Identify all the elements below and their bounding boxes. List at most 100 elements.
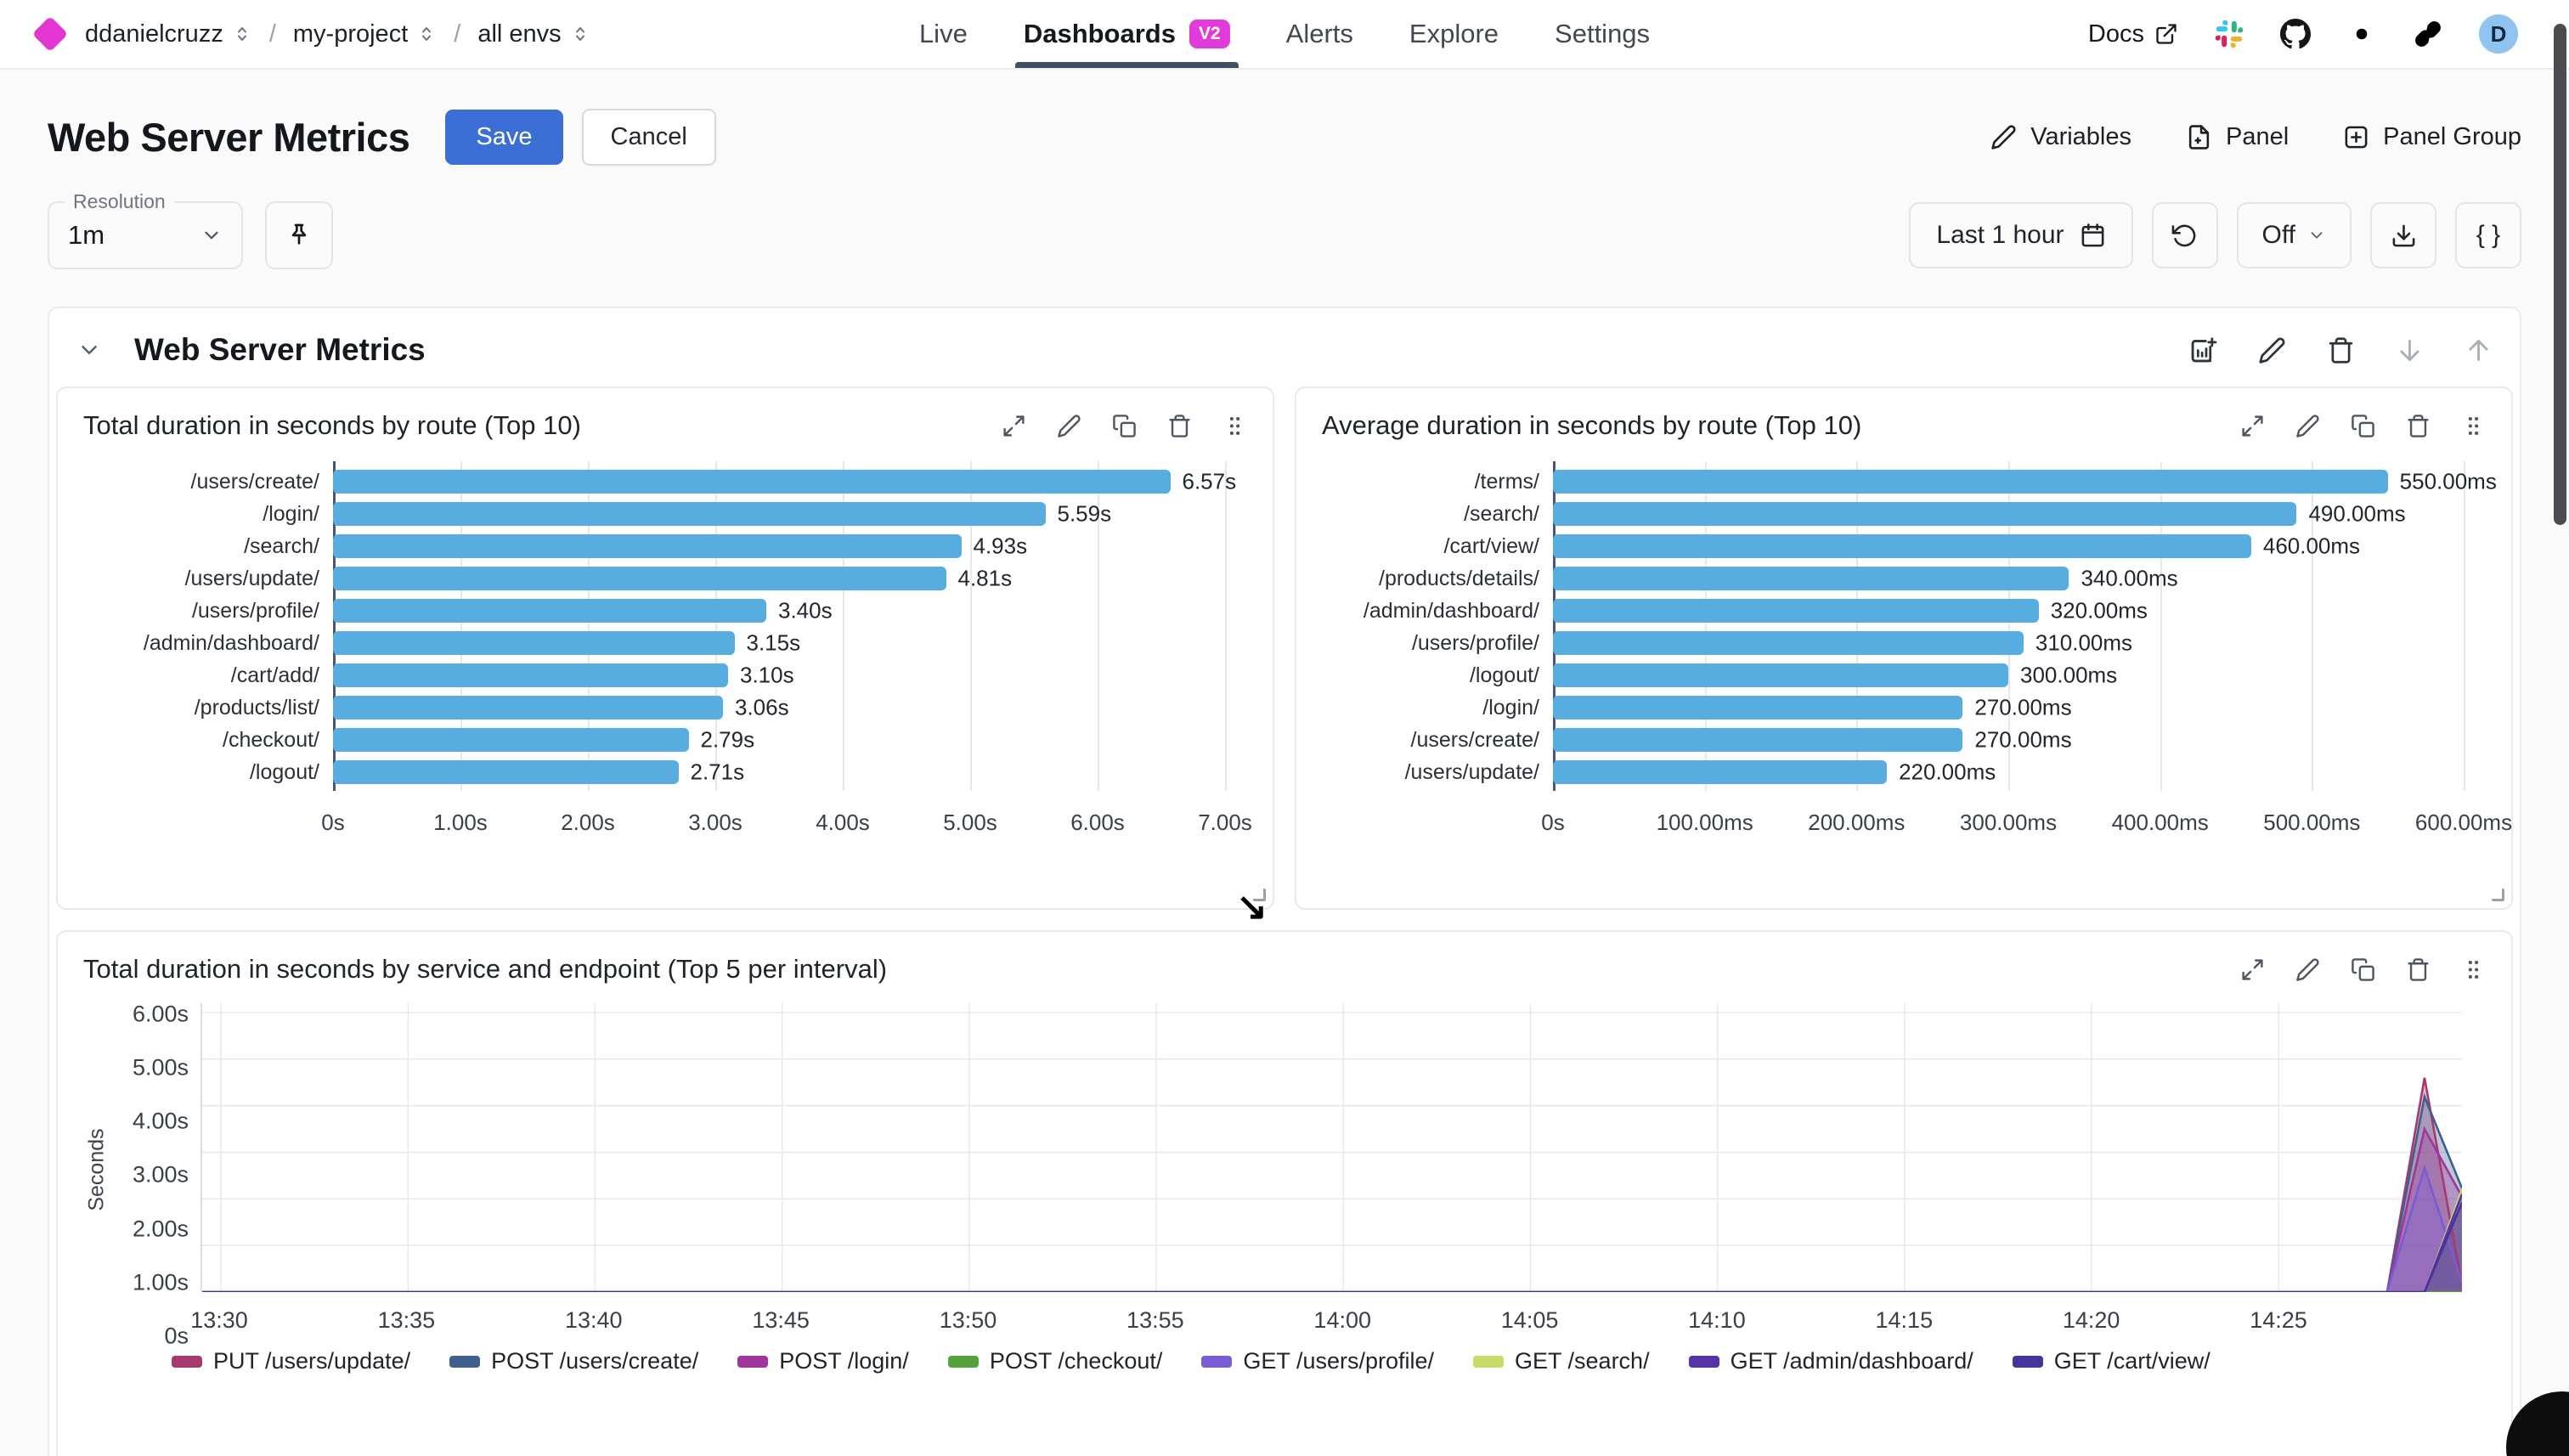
x-tick-label: 0s: [1541, 810, 1565, 835]
collapse-chevron-icon[interactable]: [76, 337, 102, 363]
page-scrollbar-thumb[interactable]: [2554, 24, 2566, 525]
legend-label: POST /users/create/: [491, 1348, 699, 1374]
breadcrumb-separator: /: [268, 20, 276, 48]
bar[interactable]: [1553, 567, 2069, 590]
download-button[interactable]: [2370, 202, 2436, 268]
copy-panel-icon[interactable]: [2351, 414, 2375, 438]
bar[interactable]: [1553, 760, 1888, 784]
edit-panel-icon[interactable]: [2295, 414, 2320, 438]
panel-actions: [2240, 414, 2486, 438]
expand-icon[interactable]: [2240, 414, 2265, 438]
x-tick-label: 13:45: [752, 1307, 810, 1333]
bar[interactable]: [333, 599, 766, 623]
bar[interactable]: [333, 760, 679, 784]
gridline: [843, 461, 844, 791]
copy-panel-icon[interactable]: [1112, 414, 1137, 438]
theme-sun-icon[interactable]: [2346, 19, 2377, 49]
y-axis-ticks: 6.00s 5.00s 4.00s 3.00s 2.00s 1.00s 0s: [116, 1001, 200, 1348]
chart-area: /terms/550.00ms/search/490.00ms/cart/vie…: [1325, 461, 2497, 791]
bar[interactable]: [1553, 631, 2024, 655]
bar-value-label: 270.00ms: [1974, 694, 2072, 720]
legend-item[interactable]: POST /checkout/: [947, 1348, 1163, 1374]
add-panel-button[interactable]: Panel: [2186, 123, 2289, 151]
legend-item[interactable]: POST /users/create/: [449, 1348, 698, 1374]
bar[interactable]: [333, 470, 1171, 494]
drag-handle-icon[interactable]: [2461, 414, 2486, 438]
delete-section-icon[interactable]: [2327, 336, 2355, 364]
drag-handle-icon[interactable]: [1222, 414, 1247, 438]
chevron-down-icon: [205, 231, 218, 240]
legend-item[interactable]: GET /users/profile/: [1201, 1348, 1434, 1374]
slack-icon[interactable]: [2214, 19, 2244, 49]
bar[interactable]: [333, 631, 735, 655]
bar-value-label: 340.00ms: [2081, 565, 2178, 591]
refresh-button[interactable]: [2151, 202, 2218, 268]
breadcrumb-project-selector[interactable]: my-project: [293, 20, 437, 48]
user-avatar[interactable]: D: [2479, 14, 2518, 54]
bar[interactable]: [1553, 599, 2039, 623]
nav-tab-settings[interactable]: Settings: [1555, 0, 1650, 68]
json-braces-button[interactable]: { }: [2455, 202, 2521, 268]
breadcrumb-org-selector[interactable]: ddanielcruzz: [85, 20, 252, 48]
github-icon[interactable]: [2280, 19, 2311, 49]
bar[interactable]: [333, 663, 728, 687]
move-down-icon[interactable]: [2396, 336, 2424, 364]
bar[interactable]: [333, 567, 946, 590]
nav-tab-live[interactable]: Live: [919, 0, 968, 68]
bar-value-label: 2.71s: [690, 759, 745, 785]
refresh-icon: [2171, 224, 2196, 246]
panel-resize-handle[interactable]: [1253, 889, 1266, 901]
add-panel-group-button[interactable]: Panel Group: [2343, 123, 2521, 151]
delete-panel-icon[interactable]: [2406, 414, 2431, 438]
auto-refresh-select[interactable]: Off: [2236, 202, 2352, 268]
edit-section-icon[interactable]: [2258, 336, 2286, 364]
share-link-icon[interactable]: [2413, 19, 2443, 49]
resolution-select[interactable]: Resolution 1m: [48, 190, 243, 269]
bar[interactable]: [1553, 470, 2388, 494]
app-logo-icon[interactable]: [31, 15, 69, 53]
bar[interactable]: [333, 728, 689, 752]
expand-icon[interactable]: [1002, 414, 1026, 438]
pin-resolution-button[interactable]: [265, 201, 333, 269]
legend-item[interactable]: GET /search/: [1473, 1348, 1650, 1374]
bar[interactable]: [333, 502, 1046, 526]
nav-tab-explore[interactable]: Explore: [1409, 0, 1499, 68]
legend-item[interactable]: GET /admin/dashboard/: [1688, 1348, 1973, 1374]
docs-link[interactable]: Docs: [2088, 20, 2178, 48]
move-up-icon[interactable]: [2465, 336, 2493, 364]
legend-item[interactable]: GET /cart/view/: [2012, 1348, 2210, 1374]
bar[interactable]: [1553, 728, 1963, 752]
legend-item[interactable]: POST /login/: [737, 1348, 909, 1374]
bar[interactable]: [333, 696, 723, 720]
panel-resize-handle[interactable]: [2492, 889, 2504, 901]
cancel-button[interactable]: Cancel: [581, 109, 716, 166]
bar[interactable]: [1553, 534, 2251, 558]
drag-handle-icon[interactable]: [2461, 957, 2486, 982]
bar[interactable]: [1553, 663, 2008, 687]
legend-label: POST /checkout/: [989, 1348, 1163, 1374]
chevron-up-down-icon: [422, 27, 432, 41]
edit-panel-icon[interactable]: [1057, 414, 1081, 438]
expand-icon[interactable]: [2240, 957, 2265, 982]
save-button[interactable]: Save: [445, 110, 563, 165]
nav-tab-alerts[interactable]: Alerts: [1286, 0, 1353, 68]
add-chart-icon[interactable]: [2189, 336, 2217, 364]
bar[interactable]: [333, 534, 962, 558]
legend-item[interactable]: PUT /users/update/: [172, 1348, 410, 1374]
bar[interactable]: [1553, 696, 1963, 720]
bar-category-label: /terms/: [1474, 469, 1539, 494]
bar[interactable]: [1553, 502, 2297, 526]
breadcrumb-env-selector[interactable]: all envs: [477, 20, 590, 48]
edit-panel-icon[interactable]: [2295, 957, 2320, 982]
copy-panel-icon[interactable]: [2351, 957, 2375, 982]
delete-panel-icon[interactable]: [2406, 957, 2431, 982]
timeseries-plot[interactable]: [200, 1003, 2462, 1292]
bar-track: 6.57s: [333, 469, 1236, 494]
legend-swatch: [1688, 1355, 1719, 1368]
delete-panel-icon[interactable]: [1167, 414, 1192, 438]
variables-button[interactable]: Variables: [1990, 123, 2131, 151]
time-range-picker[interactable]: Last 1 hour: [1909, 202, 2133, 268]
nav-tab-dashboards[interactable]: Dashboards V2: [1014, 0, 1239, 68]
bar-track: 340.00ms: [1553, 565, 2464, 591]
panel-header: Total duration in seconds by service and…: [58, 932, 2511, 993]
